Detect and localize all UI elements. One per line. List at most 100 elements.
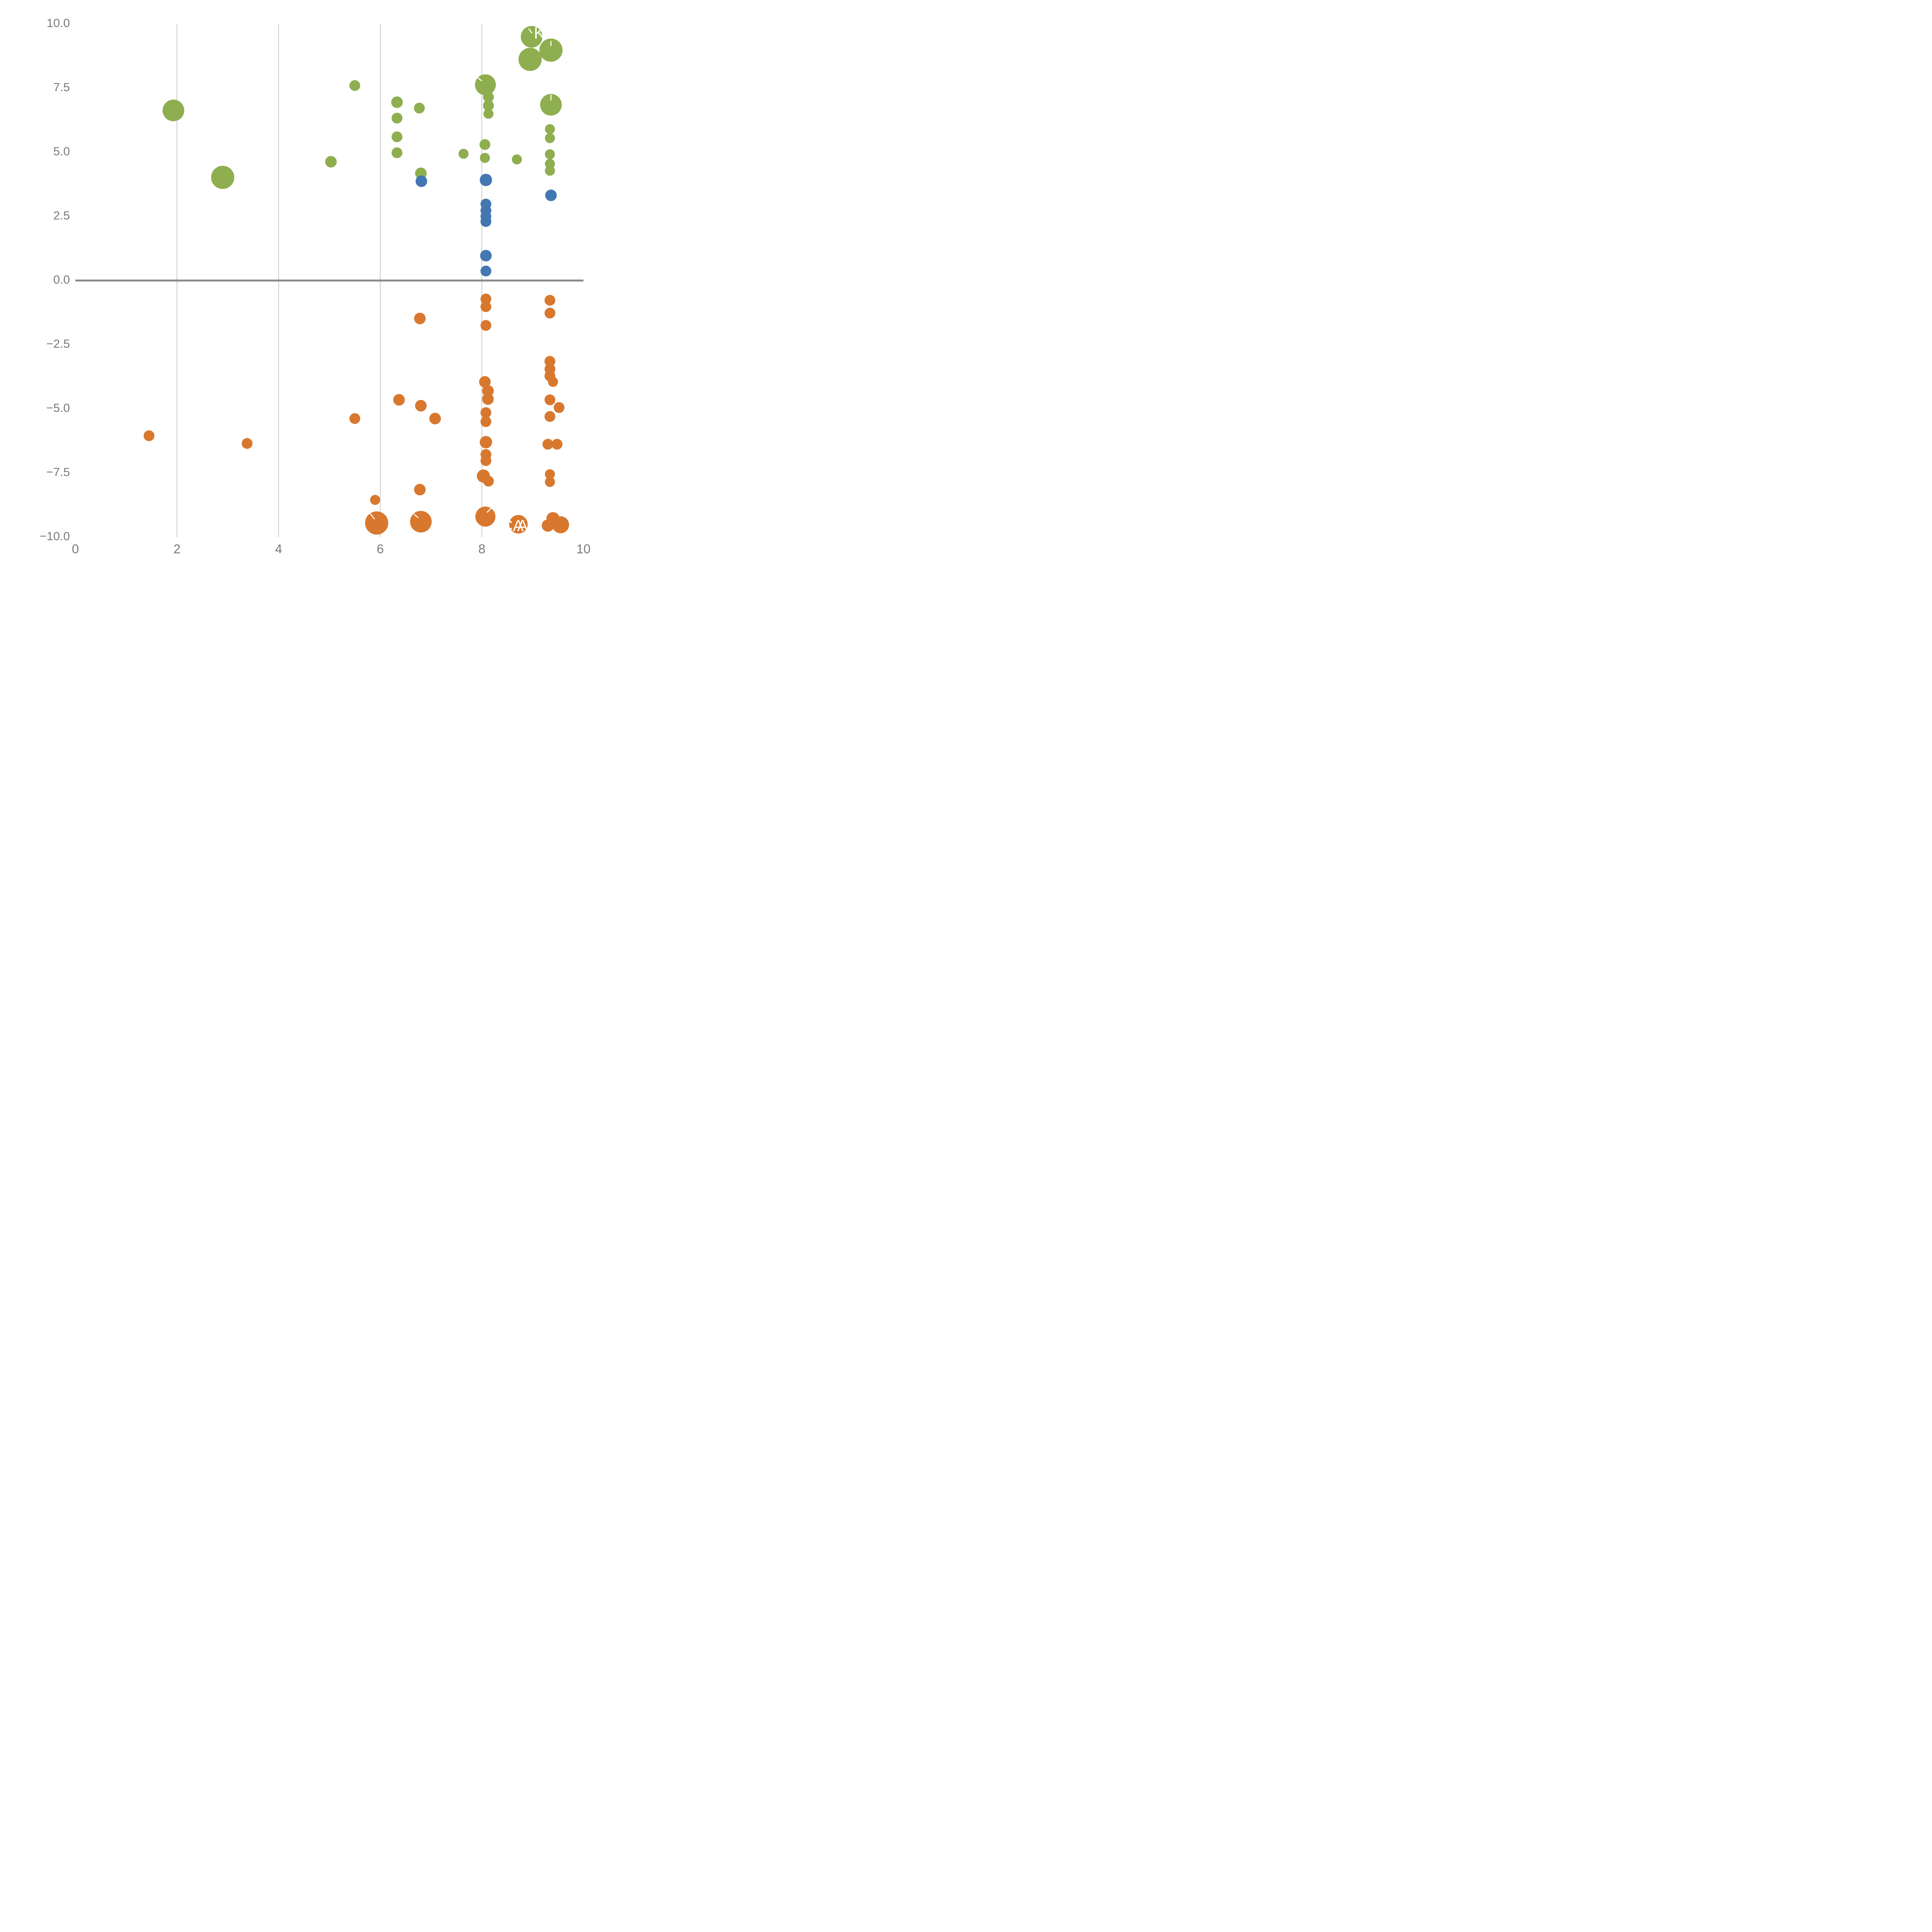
bubble-orange	[553, 402, 565, 413]
bubble-orange	[143, 430, 155, 441]
bubble-orange	[480, 320, 492, 331]
bubble-orange	[242, 438, 253, 449]
bubble-blue	[480, 216, 492, 227]
bubble-blue	[415, 175, 427, 187]
bubble-orange	[414, 313, 426, 325]
bubble-orange	[349, 413, 361, 424]
y-tick-label: −10.0	[40, 529, 70, 543]
annotation-leader-line	[474, 75, 482, 82]
bubble-orange	[545, 477, 555, 487]
bubble-green	[545, 133, 555, 143]
x-tick-label: 10	[577, 542, 591, 556]
bubble-blue	[480, 173, 492, 186]
bubble-blue	[480, 250, 492, 262]
bubble-green	[545, 124, 555, 134]
y-tick-label: 7.5	[53, 80, 70, 94]
bubble-orange	[552, 516, 569, 534]
y-tick-label: 2.5	[53, 209, 70, 222]
x-tick-label: 2	[173, 542, 180, 556]
bubble-green	[325, 156, 337, 168]
bubble-orange	[483, 476, 494, 487]
bubble-orange	[480, 436, 492, 449]
bubble-orange	[551, 439, 563, 450]
bubble-green	[540, 94, 562, 116]
y-tick-label: 0.0	[53, 273, 70, 286]
bubble-orange	[475, 506, 496, 527]
bubble-blue	[545, 189, 557, 201]
bubble-green	[211, 166, 235, 189]
y-tick-label: −7.5	[46, 465, 70, 479]
bubble-orange	[544, 356, 556, 367]
x-axis-ticks: 0 2 4 6 8 10	[72, 542, 591, 556]
bubble-label: K	[534, 24, 545, 42]
bubble-orange	[480, 407, 492, 418]
bubble-green	[458, 148, 469, 159]
annotation-leader-line	[486, 507, 493, 513]
bubble-orange	[370, 495, 380, 505]
bubble-green	[545, 158, 555, 169]
series-orange	[143, 293, 569, 535]
bubble-orange	[548, 377, 558, 387]
series-blue	[415, 173, 557, 277]
x-tick-label: 6	[377, 542, 384, 556]
bubble-green	[391, 96, 403, 108]
bubble-orange	[479, 376, 491, 388]
bubble-orange	[482, 385, 494, 397]
bubble-orange	[415, 400, 427, 412]
bubble-orange	[414, 484, 426, 496]
bubble-blue	[480, 265, 492, 277]
y-tick-label: −5.0	[46, 401, 70, 415]
bubble-green	[391, 131, 403, 143]
bubble-green	[391, 112, 403, 124]
bubble-orange	[482, 393, 494, 405]
bubble-orange	[480, 455, 492, 466]
x-tick-label: 8	[478, 542, 485, 556]
bubble-label: CA	[501, 517, 524, 535]
annotation-leader-line	[528, 28, 533, 34]
bubble-orange	[545, 469, 555, 480]
bubble-label: 3	[527, 517, 536, 535]
bubble-orange	[541, 519, 554, 532]
bubble-orange	[429, 413, 441, 425]
bubble-green	[349, 80, 361, 91]
bubble-orange	[544, 411, 556, 422]
bubble-green	[539, 38, 563, 62]
bubble-orange	[542, 439, 553, 450]
bubble-green	[545, 149, 555, 160]
annotation-leader-line	[369, 512, 375, 520]
chart-page: K CA A 3 0 2 4 6 8 10 10.0 7.5 5.0 2.5 0.0 −2.5 −5.0 −7.5…	[0, 0, 599, 599]
x-tick-label: 4	[275, 542, 282, 556]
bubble-orange	[410, 511, 432, 533]
bubble-orange	[544, 308, 556, 319]
bubble-green	[518, 48, 542, 71]
series-green	[162, 26, 563, 189]
bubble-orange	[480, 301, 492, 312]
bubble-green	[480, 153, 490, 163]
bubble-green	[414, 102, 425, 114]
bubble-orange	[544, 295, 556, 306]
bubble-green	[483, 92, 494, 103]
bubble-orange	[393, 394, 405, 406]
bubble-green	[520, 26, 543, 48]
bubble-green	[162, 99, 184, 121]
bubble-green	[479, 139, 490, 150]
bubble-green	[483, 100, 494, 111]
bubble-orange	[544, 394, 556, 405]
bubble-orange	[480, 293, 492, 304]
y-tick-label: −2.5	[46, 337, 70, 350]
bubble-orange	[509, 515, 528, 534]
bubble-green	[483, 109, 494, 119]
bubble-green	[545, 165, 555, 176]
bubble-label: A	[517, 517, 528, 535]
bubble-green	[512, 154, 522, 165]
annotation-leader-line	[413, 514, 419, 519]
bubble-green	[391, 147, 403, 158]
y-tick-label: 5.0	[53, 145, 70, 158]
bubble-orange	[365, 511, 388, 535]
y-tick-label: 10.0	[47, 16, 70, 30]
y-axis-ticks: 10.0 7.5 5.0 2.5 0.0 −2.5 −5.0 −7.5 −10.0	[40, 16, 70, 543]
bubble-orange	[480, 416, 492, 427]
x-tick-label: 0	[72, 542, 79, 556]
